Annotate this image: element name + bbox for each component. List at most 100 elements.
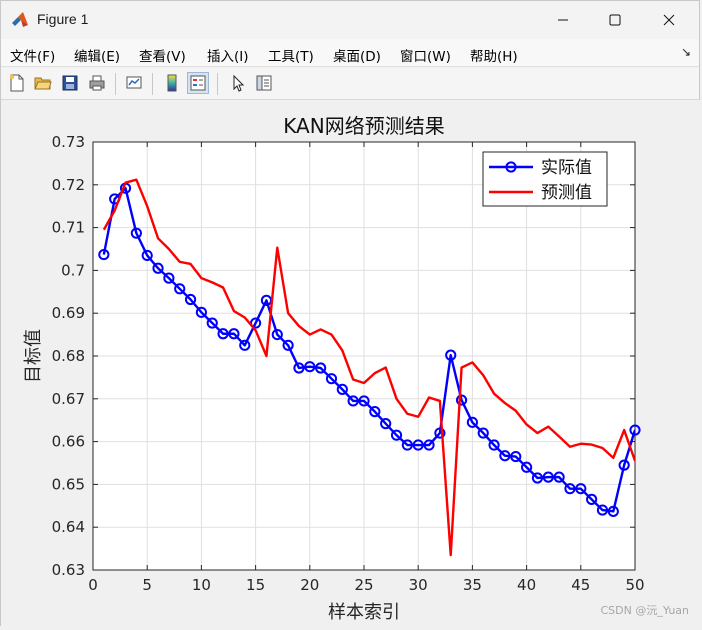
menu-bar: 文件(F) 编辑(E) 查看(V) 插入(I) 工具(T) 桌面(D) 窗口(W… xyxy=(1,39,699,67)
menu-file[interactable]: 文件(F) xyxy=(10,49,56,65)
data-point xyxy=(163,272,175,284)
print-icon[interactable] xyxy=(86,72,108,94)
data-point xyxy=(412,439,424,451)
x-tick-label: 10 xyxy=(192,576,211,594)
new-figure-icon[interactable] xyxy=(6,72,28,94)
x-tick-label: 0 xyxy=(88,576,98,594)
x-tick-label: 15 xyxy=(246,576,265,594)
menu-window[interactable]: 窗口(W) xyxy=(400,49,451,65)
data-point xyxy=(141,249,153,262)
colorbar-icon[interactable] xyxy=(161,72,183,94)
data-point xyxy=(477,427,489,439)
data-point xyxy=(228,328,240,340)
data-point xyxy=(401,439,413,451)
data-point xyxy=(315,362,327,374)
data-point xyxy=(466,416,478,428)
data-point xyxy=(445,349,457,361)
x-tick-label: 35 xyxy=(463,576,482,594)
menu-overflow-icon[interactable]: ↘ xyxy=(680,45,691,59)
data-point xyxy=(629,424,641,436)
y-axis-label: 目标值 xyxy=(23,329,44,383)
data-point xyxy=(271,329,283,341)
menu-desktop[interactable]: 桌面(D) xyxy=(333,49,381,65)
data-point xyxy=(423,439,435,451)
data-point xyxy=(499,450,511,462)
y-tick-label: 0.7 xyxy=(61,261,85,279)
figure-canvas: 0 5 10 15 20 25 30 35 40 45 50 0.63 0.64 0.65 0.66 0.67… xyxy=(1,100,701,626)
data-point xyxy=(130,227,142,239)
menu-insert[interactable]: 插入(I) xyxy=(207,49,249,65)
data-point xyxy=(304,361,316,373)
link-plot-icon[interactable] xyxy=(123,72,145,94)
data-point xyxy=(531,472,544,484)
data-point xyxy=(98,248,110,261)
data-point xyxy=(553,471,565,483)
legend-label: 预测值 xyxy=(541,183,592,203)
toolbar xyxy=(1,68,699,100)
y-tick-label: 0.69 xyxy=(52,304,85,322)
watermark-text: CSDN @沅_Yuan xyxy=(600,604,690,617)
legend-box xyxy=(482,151,608,207)
window-title: Figure 1 xyxy=(37,11,89,27)
data-point xyxy=(293,362,305,374)
data-point xyxy=(455,394,468,406)
open-file-icon[interactable] xyxy=(32,72,54,94)
data-point xyxy=(542,471,554,483)
data-point xyxy=(369,406,381,418)
y-tick-label: 0.73 xyxy=(52,133,85,151)
data-point xyxy=(434,427,446,439)
close-button[interactable] xyxy=(643,1,695,39)
x-axis-label: 样本索引 xyxy=(328,602,400,623)
data-point xyxy=(607,505,619,517)
data-point xyxy=(575,483,587,495)
data-point xyxy=(510,450,522,463)
data-point xyxy=(336,383,348,395)
legend-icon[interactable] xyxy=(187,72,209,94)
toolbar-separator xyxy=(217,73,218,95)
data-point xyxy=(596,504,609,516)
save-icon[interactable] xyxy=(59,72,81,94)
menu-help[interactable]: 帮助(H) xyxy=(470,49,518,65)
data-point xyxy=(195,306,207,318)
data-point xyxy=(488,439,500,451)
x-tick-label: 45 xyxy=(571,576,590,594)
data-point xyxy=(239,339,251,351)
x-tick-label: 25 xyxy=(354,576,373,594)
toolbar-separator xyxy=(115,73,116,95)
legend-swatch-marker xyxy=(505,161,517,173)
data-point xyxy=(282,339,294,351)
minimize-button[interactable] xyxy=(537,1,589,39)
y-tick-label: 0.67 xyxy=(52,390,85,408)
y-tick-label: 0.63 xyxy=(52,561,85,579)
x-tick-label: 50 xyxy=(625,576,644,594)
data-point xyxy=(521,461,533,473)
property-inspector-icon[interactable] xyxy=(253,72,275,94)
data-point xyxy=(618,459,630,471)
y-tick-label: 0.71 xyxy=(52,219,85,237)
data-point xyxy=(586,493,598,505)
toolbar-separator xyxy=(152,73,153,95)
legend-label: 实际值 xyxy=(541,158,592,178)
x-tick-label: 40 xyxy=(517,576,536,594)
menu-edit[interactable]: 编辑(E) xyxy=(74,49,121,65)
menu-tools[interactable]: 工具(T) xyxy=(268,49,314,65)
data-point xyxy=(184,293,197,306)
y-tick-label: 0.66 xyxy=(52,433,85,451)
y-tick-label: 0.68 xyxy=(52,347,85,365)
data-point xyxy=(390,429,403,441)
data-point xyxy=(380,418,392,430)
data-point xyxy=(358,395,370,407)
data-point xyxy=(206,317,218,329)
y-tick-label: 0.72 xyxy=(52,176,85,194)
pointer-icon[interactable] xyxy=(227,72,249,94)
x-tick-label: 5 xyxy=(142,576,152,594)
x-tick-label: 20 xyxy=(300,576,319,594)
menu-view[interactable]: 查看(V) xyxy=(139,49,186,65)
title-bar: Figure 1 xyxy=(1,1,699,39)
data-point xyxy=(325,373,338,385)
maximize-button[interactable] xyxy=(589,1,641,39)
data-point xyxy=(174,283,186,295)
y-tick-label: 0.65 xyxy=(52,475,85,493)
data-point xyxy=(217,328,229,340)
